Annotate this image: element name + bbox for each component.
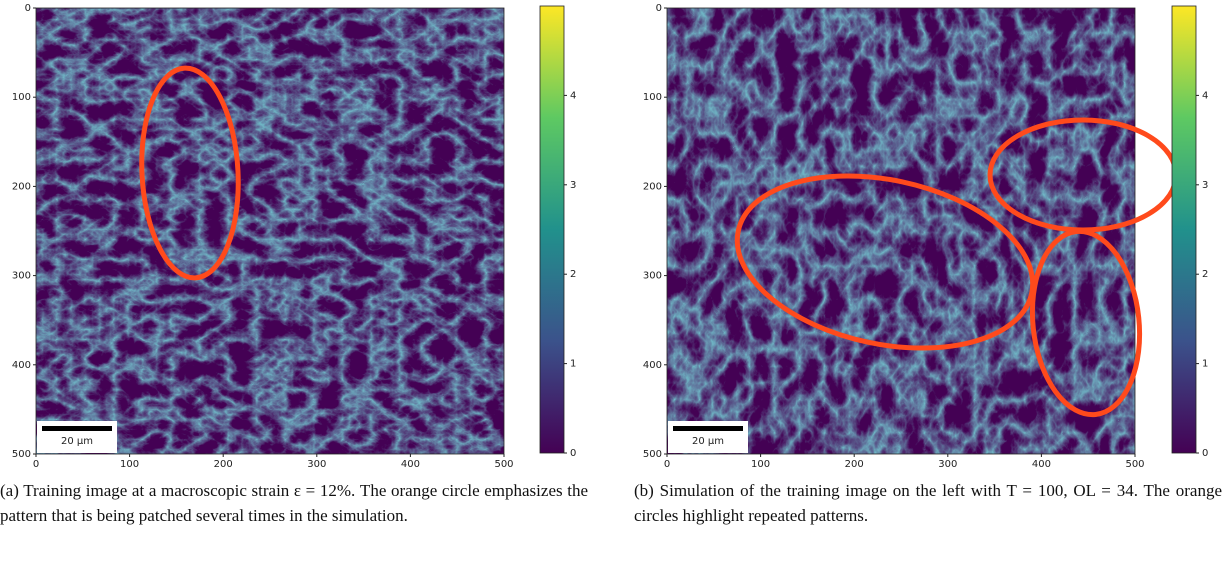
colorbar-tick-label: 2	[570, 269, 576, 280]
colorbar-tick-label: 1	[1202, 359, 1208, 370]
x-tick-label: 200	[214, 459, 233, 470]
y-tick-label: 300	[12, 271, 31, 282]
axes-frame	[666, 7, 1136, 455]
x-tick-label: 100	[751, 459, 770, 470]
scale-bar-label: 20 µm	[61, 436, 93, 447]
x-tick-label: 500	[1125, 459, 1144, 470]
y-tick-label: 200	[12, 181, 31, 192]
y-tick-label: 100	[643, 92, 662, 103]
highlight-ellipse	[1029, 228, 1143, 418]
colorbar	[1171, 5, 1197, 454]
y-tick-label: 0	[25, 3, 31, 14]
heatmap-texture	[36, 8, 504, 454]
highlight-ellipse	[139, 65, 241, 281]
x-tick-label: 500	[494, 459, 513, 470]
colorbar-tick-label: 4	[570, 90, 576, 101]
x-tick-label: 400	[1032, 459, 1051, 470]
heatmap-texture	[667, 8, 1135, 454]
caption: (a) Training image at a macroscopic stra…	[0, 481, 588, 525]
y-tick-label: 500	[12, 449, 31, 460]
caption: (b) Simulation of the training image on …	[634, 481, 1222, 525]
colorbar-tick-label: 3	[1202, 180, 1208, 191]
colorbar-tick-label: 3	[570, 180, 576, 191]
colorbar-tick-label: 4	[1202, 90, 1208, 101]
x-tick-label: 0	[664, 459, 670, 470]
colorbar	[539, 5, 565, 454]
x-tick-label: 100	[120, 459, 139, 470]
colorbar-tick-label: 1	[570, 359, 576, 370]
colorbar-tick-label: 0	[1202, 448, 1208, 459]
x-tick-label: 0	[33, 459, 39, 470]
y-tick-label: 100	[12, 92, 31, 103]
y-tick-label: 300	[643, 271, 662, 282]
scale-bar	[673, 426, 743, 431]
scale-bar-label: 20 µm	[692, 436, 724, 447]
y-tick-label: 400	[12, 360, 31, 371]
x-tick-label: 400	[401, 459, 420, 470]
colorbar-tick-label: 2	[1202, 269, 1208, 280]
y-tick-label: 0	[656, 3, 662, 14]
y-tick-label: 200	[643, 181, 662, 192]
y-tick-label: 500	[643, 449, 662, 460]
y-tick-label: 400	[643, 360, 662, 371]
axes-frame	[35, 7, 505, 455]
x-tick-label: 300	[307, 459, 326, 470]
scale-bar	[42, 426, 112, 431]
colorbar-tick-label: 0	[570, 448, 576, 459]
x-tick-label: 300	[938, 459, 957, 470]
x-tick-label: 200	[845, 459, 864, 470]
